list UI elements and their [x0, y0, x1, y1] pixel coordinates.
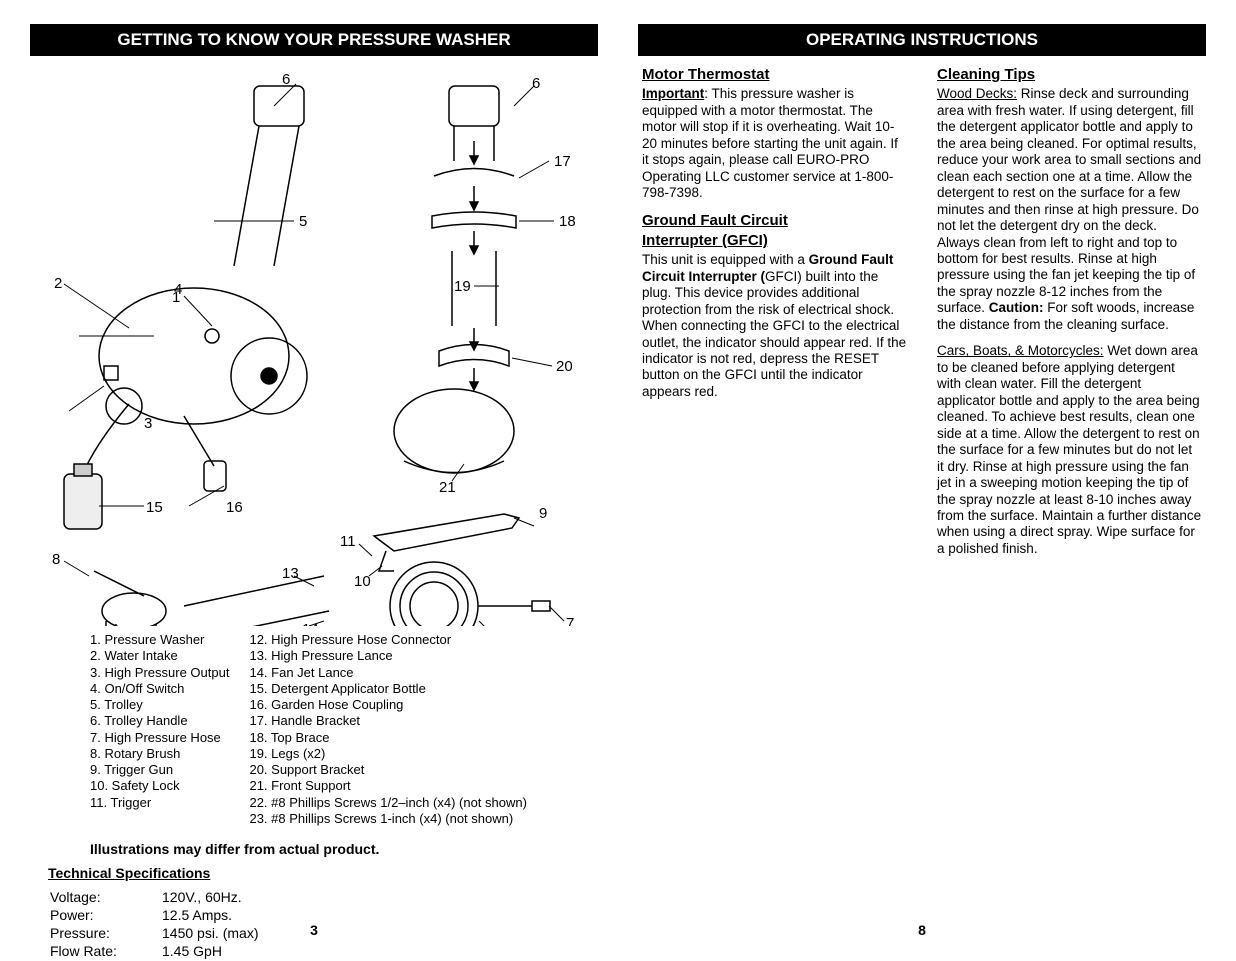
part-item: 6. Trolley Handle [90, 713, 229, 729]
right-column: OPERATING INSTRUCTIONS Motor Thermostat … [638, 24, 1206, 934]
svg-text:6: 6 [282, 71, 290, 88]
part-item: 9. Trigger Gun [90, 762, 229, 778]
part-item: 14. Fan Jet Lance [249, 665, 526, 681]
part-item: 20. Support Bracket [249, 762, 526, 778]
gfci-heading-1: Ground Fault Circuit [642, 212, 907, 230]
part-item: 11. Trigger [90, 795, 229, 811]
part-item: 17. Handle Bracket [249, 713, 526, 729]
page-number-left: 3 [310, 922, 318, 938]
svg-text:13: 13 [282, 565, 299, 582]
cars-paragraph: Cars, Boats, & Motorcycles: Wet down are… [937, 343, 1202, 557]
part-item: 7. High Pressure Hose [90, 730, 229, 746]
table-row: Flow Rate:1.45 GpH [50, 943, 258, 959]
parts-col-2: 12. High Pressure Hose Connector 13. Hig… [249, 632, 526, 827]
parts-diagram: 1 2 3 4 5 6 7 8 9 10 11 12 13 14 15 16 1 [30, 66, 598, 626]
part-item: 22. #8 Phillips Screws 1/2–inch (x4) (no… [249, 795, 526, 811]
part-item: 2. Water Intake [90, 648, 229, 664]
parts-list: 1. Pressure Washer 2. Water Intake 3. Hi… [90, 632, 598, 827]
page-number-right: 8 [918, 922, 926, 938]
tech-spec-heading: Technical Specifications [48, 865, 598, 881]
part-item: 1. Pressure Washer [90, 632, 229, 648]
part-item: 13. High Pressure Lance [249, 648, 526, 664]
wood-paragraph: Wood Decks: Rinse deck and surrounding a… [937, 86, 1202, 333]
motor-paragraph: Important: This pressure washer is equip… [642, 86, 907, 201]
tips-heading: Cleaning Tips [937, 66, 1202, 84]
svg-text:2: 2 [54, 275, 62, 292]
svg-text:18: 18 [559, 213, 576, 230]
svg-text:3: 3 [144, 415, 152, 432]
illustration-note: Illustrations may differ from actual pro… [90, 841, 598, 857]
svg-text:15: 15 [146, 499, 163, 516]
part-item: 5. Trolley [90, 697, 229, 713]
table-row: Power:12.5 Amps. [50, 907, 258, 923]
svg-text:9: 9 [539, 505, 547, 522]
part-item: 10. Safety Lock [90, 778, 229, 794]
gfci-heading-2: Interrupter (GFCI) [642, 232, 907, 250]
table-row: Pressure:1450 psi. (max) [50, 925, 258, 941]
left-column: GETTING TO KNOW YOUR PRESSURE WASHER [30, 24, 598, 934]
part-item: 12. High Pressure Hose Connector [249, 632, 526, 648]
svg-text:8: 8 [52, 551, 60, 568]
svg-text:4: 4 [174, 281, 182, 298]
part-item: 15. Detergent Applicator Bottle [249, 681, 526, 697]
spec-table: Voltage:120V., 60Hz. Power:12.5 Amps. Pr… [48, 887, 260, 961]
part-item: 3. High Pressure Output [90, 665, 229, 681]
svg-text:10: 10 [354, 573, 371, 590]
part-item: 4. On/Off Switch [90, 681, 229, 697]
table-row: Voltage:120V., 60Hz. [50, 889, 258, 905]
right-banner: OPERATING INSTRUCTIONS [638, 24, 1206, 56]
svg-text:21: 21 [439, 479, 456, 496]
part-item: 21. Front Support [249, 778, 526, 794]
right-subcol-2: Cleaning Tips Wood Decks: Rinse deck and… [937, 66, 1202, 567]
part-item: 23. #8 Phillips Screws 1-inch (x4) (not … [249, 811, 526, 827]
svg-text:7: 7 [566, 615, 574, 626]
gfci-paragraph: This unit is equipped with a Ground Faul… [642, 252, 907, 400]
svg-text:14: 14 [302, 621, 319, 626]
part-item: 16. Garden Hose Coupling [249, 697, 526, 713]
part-item: 18. Top Brace [249, 730, 526, 746]
svg-text:5: 5 [299, 213, 307, 230]
svg-text:20: 20 [556, 358, 573, 375]
part-item: 8. Rotary Brush [90, 746, 229, 762]
svg-text:19: 19 [454, 278, 471, 295]
svg-text:6: 6 [532, 75, 540, 92]
svg-text:16: 16 [226, 499, 243, 516]
parts-col-1: 1. Pressure Washer 2. Water Intake 3. Hi… [90, 632, 229, 827]
motor-heading: Motor Thermostat [642, 66, 907, 84]
svg-text:17: 17 [554, 153, 571, 170]
right-subcol-1: Motor Thermostat Important: This pressur… [642, 66, 907, 567]
left-banner: GETTING TO KNOW YOUR PRESSURE WASHER [30, 24, 598, 56]
part-item: 19. Legs (x2) [249, 746, 526, 762]
svg-text:11: 11 [340, 533, 356, 550]
